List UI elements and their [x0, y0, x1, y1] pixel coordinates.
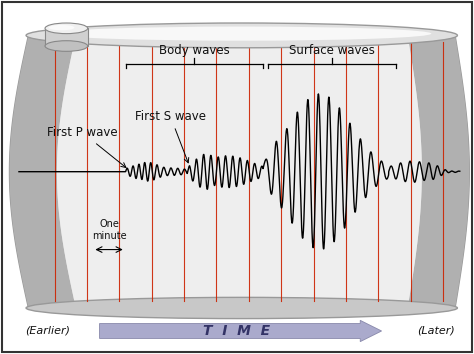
Text: T  I  M  E: T I M E: [203, 324, 271, 338]
Ellipse shape: [49, 25, 74, 30]
Text: First P wave: First P wave: [47, 126, 126, 167]
FancyArrow shape: [100, 320, 382, 342]
Ellipse shape: [26, 23, 457, 48]
Polygon shape: [45, 28, 88, 46]
Polygon shape: [408, 35, 469, 308]
Ellipse shape: [45, 41, 88, 51]
Text: Surface waves: Surface waves: [289, 44, 375, 57]
Ellipse shape: [26, 297, 457, 319]
Polygon shape: [57, 35, 422, 308]
Polygon shape: [9, 35, 469, 308]
Text: (Earlier): (Earlier): [25, 326, 70, 336]
Text: Body waves: Body waves: [159, 44, 230, 57]
Polygon shape: [9, 35, 76, 308]
Ellipse shape: [52, 27, 431, 41]
Text: (Later): (Later): [417, 326, 455, 336]
Text: One
minute: One minute: [91, 219, 127, 241]
Ellipse shape: [45, 23, 88, 34]
Text: First S wave: First S wave: [135, 110, 206, 163]
